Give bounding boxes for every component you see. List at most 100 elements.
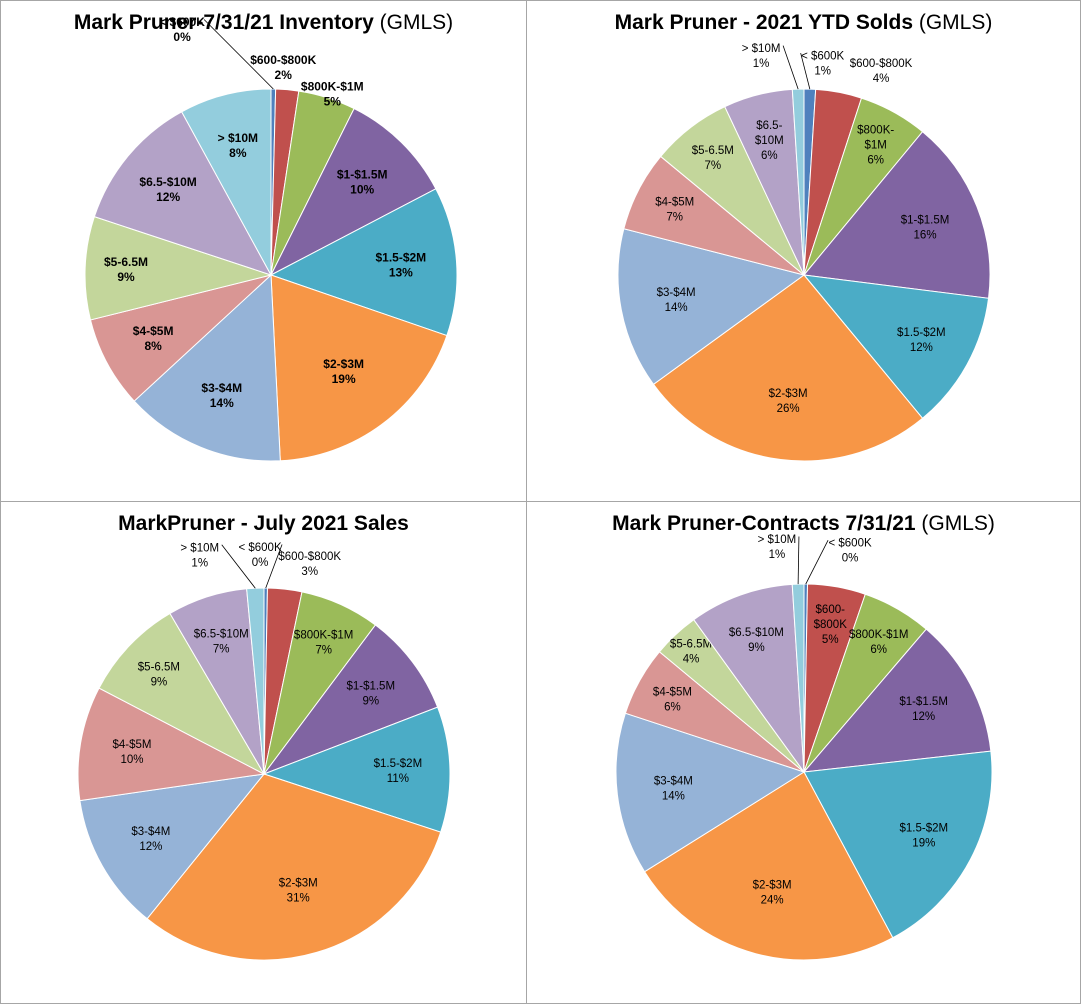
chart-panel-contracts: Mark Pruner-Contracts 7/31/21 (GMLS) < $…	[526, 501, 1081, 1004]
pie-slice-1-1-5m	[803, 130, 991, 299]
data-label-percent: 6%	[761, 150, 778, 162]
data-label-percent: 7%	[315, 644, 332, 656]
data-label-category: $6.5-$10M	[139, 175, 196, 189]
data-label-category: $1.5-$2M	[900, 822, 949, 834]
data-label-category: $2-$3M	[753, 879, 792, 891]
data-label-percent: 0%	[252, 557, 269, 569]
data-label-category: $3-$4M	[131, 826, 170, 838]
data-label-category: $10M	[755, 135, 784, 147]
pie-slice-1-5-2m	[269, 188, 458, 337]
chart-subtitle: (GMLS)	[379, 11, 454, 34]
chart-title: MarkPruner - July 2021 Sales	[1, 512, 526, 536]
data-label-percent: 12%	[156, 190, 180, 204]
data-label-category: $2-$3M	[279, 877, 318, 889]
data-label-category: $4-$5M	[655, 197, 694, 209]
chart-title-main: Mark Pruner - 2021 YTD Solds	[614, 11, 914, 34]
data-label-category: $1.5-$2M	[375, 251, 426, 265]
data-label-percent: 0%	[173, 30, 191, 44]
data-label-percent: 4%	[683, 654, 700, 666]
data-label-category: $1-$1.5M	[337, 168, 388, 182]
data-label-category: $4-$5M	[112, 739, 151, 751]
data-label-category: $1.5-$2M	[897, 327, 946, 339]
leader-line	[805, 539, 829, 585]
data-label-percent: 14%	[665, 302, 688, 314]
pie-slice-1-1-5m	[269, 107, 437, 277]
data-label-category: $5-6.5M	[104, 255, 148, 269]
data-label-category: $1-$1.5M	[899, 696, 948, 708]
data-label-percent: 2%	[275, 68, 293, 82]
data-label-category: < $600K	[828, 538, 871, 550]
pie-slice-3-4m	[615, 712, 806, 873]
data-label-percent: 19%	[912, 837, 935, 849]
leader-line	[221, 544, 256, 589]
data-label-percent: 4%	[873, 73, 890, 85]
chart-title: Mark Pruner - 2021 YTD Solds (GMLS)	[527, 11, 1080, 35]
pie-slice-2-3m	[146, 773, 442, 961]
pie-slice-1-1-5m	[802, 628, 992, 773]
data-label-category: < $600K	[159, 15, 205, 29]
data-label-percent: 8%	[144, 339, 162, 353]
chart-subtitle: (GMLS)	[918, 11, 993, 34]
data-label-category: $5-6.5M	[138, 662, 180, 674]
leader-line	[203, 19, 274, 90]
data-label-category: $3-$4M	[657, 287, 696, 299]
data-label-percent: 11%	[387, 773, 409, 785]
data-label-percent: 5%	[324, 95, 342, 109]
data-label-category: < $600K	[801, 51, 844, 63]
data-label-category: $800K-$1M	[294, 629, 353, 641]
pie-slice-6-5-10m	[93, 111, 273, 276]
data-label-category: $3-$4M	[201, 381, 242, 395]
pie-slice-1-5-2m	[802, 274, 990, 420]
data-label-percent: 9%	[748, 642, 765, 654]
data-label-percent: 12%	[912, 711, 935, 723]
data-label-category: > $10M	[742, 43, 781, 55]
data-label-percent: 1%	[753, 58, 770, 70]
chart-title-main: Mark Pruner-7/31/21 Inventory	[73, 11, 374, 34]
data-label-percent: 9%	[362, 696, 379, 708]
chart-panel-july-sales: MarkPruner - July 2021 Sales < $600K 0% $6…	[0, 501, 527, 1004]
data-label-percent: 24%	[761, 894, 784, 906]
pie-slice-3-4m	[133, 273, 281, 462]
data-label-category: $800K-$1M	[849, 629, 908, 641]
data-label-category: $1M	[864, 140, 886, 152]
data-label-percent: 10%	[120, 754, 143, 766]
data-label-category: $6.5-	[756, 120, 782, 132]
pie-slice-5-6-5m	[98, 612, 266, 776]
data-label-percent: 12%	[910, 342, 933, 354]
data-label-category: $1-$1.5M	[901, 215, 950, 227]
pie-slice-2-3m	[643, 771, 894, 961]
pie-chart-july-sales: < $600K 0% $600-$800K 3% $800K-$1M 7% $1-$1.5M…	[77, 542, 451, 961]
data-label-percent: 10%	[350, 183, 374, 197]
data-label-category: $3-$4M	[654, 775, 693, 787]
data-label-percent: 1%	[191, 557, 208, 569]
data-label-percent: 6%	[867, 155, 884, 167]
data-label-percent: 7%	[666, 212, 683, 224]
data-label-percent: 1%	[769, 549, 786, 561]
data-label-percent: 13%	[389, 266, 413, 280]
data-label-percent: 3%	[301, 566, 318, 578]
pie-slice-10m	[181, 88, 272, 276]
data-label-percent: 8%	[229, 146, 247, 160]
data-label-percent: 7%	[213, 644, 230, 656]
data-label-category: $5-6.5M	[670, 639, 712, 651]
data-label-category: $800K-$1M	[301, 80, 364, 94]
chart-title: Mark Pruner-7/31/21 Inventory (GMLS)	[1, 11, 526, 35]
data-label-percent: 7%	[704, 160, 721, 172]
pie-slice-4-5m	[89, 274, 272, 402]
data-label-category: $1.5-$2M	[374, 758, 423, 770]
pie-slice-4-5m	[77, 687, 266, 802]
data-label-percent: 26%	[777, 403, 800, 415]
data-label-category: < $600K	[238, 542, 281, 554]
pie-chart-ytd-solds: < $600K 1% $600-$800K 4% $800K- $1M 6% $1-$1.5M…	[617, 43, 991, 462]
data-label-category: $1-$1.5M	[346, 681, 395, 693]
data-label-category: $600-$800K	[850, 58, 913, 70]
leader-line	[800, 52, 811, 90]
leader-line	[782, 45, 799, 90]
data-label-percent: 16%	[914, 230, 937, 242]
data-label-category: $2-$3M	[769, 388, 808, 400]
data-label-category: > $10M	[180, 542, 219, 554]
pie-chart-contracts: < $600K 0% $600- $800K 5% $800K-$1M 6% $1-$1.5M…	[615, 534, 993, 961]
data-label-category: $4-$5M	[133, 324, 174, 338]
data-label-percent: 19%	[332, 372, 356, 386]
